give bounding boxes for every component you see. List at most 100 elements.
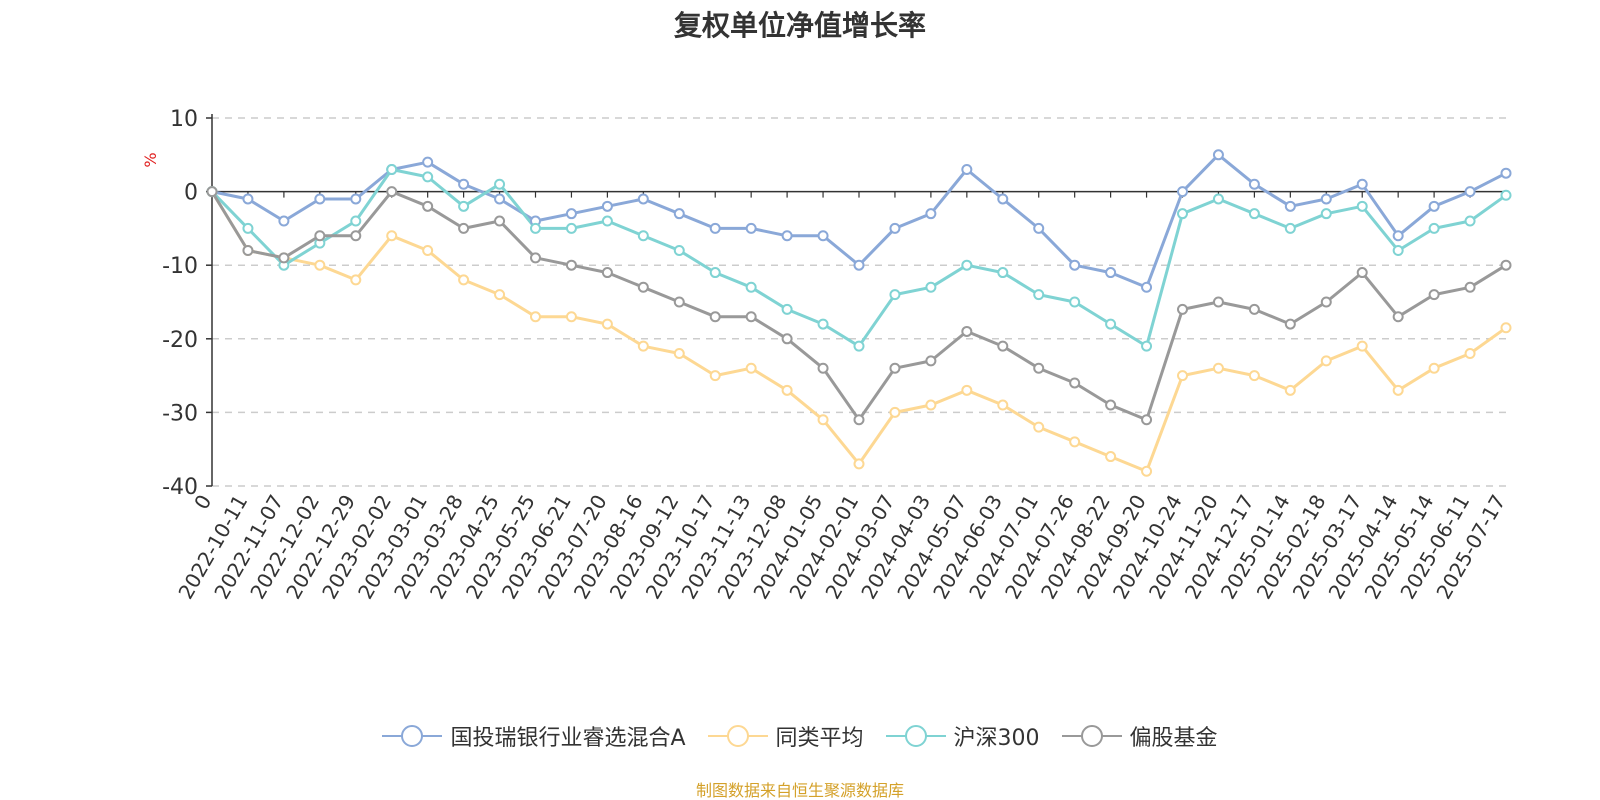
- data-point: [1464, 281, 1476, 293]
- data-point: [781, 230, 793, 242]
- data-point: [278, 215, 290, 227]
- data-point: [1069, 259, 1081, 271]
- legend-marker-icon: [707, 724, 768, 748]
- legend-item-2[interactable]: 同类平均: [707, 720, 864, 752]
- data-point: [1212, 149, 1224, 161]
- legend-marker-icon: [885, 724, 946, 748]
- data-point: [350, 215, 362, 227]
- legend: 国投瑞银行业睿选混合A 同类平均 沪深300 偏股基金: [0, 720, 1600, 752]
- data-point: [781, 333, 793, 345]
- data-point: [565, 208, 577, 220]
- data-point: [637, 340, 649, 352]
- data-point: [925, 399, 937, 411]
- data-point: [1320, 208, 1332, 220]
- data-point: [1069, 296, 1081, 308]
- data-point: [350, 274, 362, 286]
- data-point: [494, 289, 506, 301]
- y-tick-label: -40: [162, 475, 198, 500]
- data-point: [1033, 362, 1045, 374]
- data-point: [817, 414, 829, 426]
- data-point: [889, 289, 901, 301]
- data-point: [422, 156, 434, 168]
- data-point: [565, 222, 577, 234]
- data-point: [745, 311, 757, 323]
- data-point: [458, 200, 470, 212]
- legend-label: 国投瑞银行业睿选混合A: [450, 726, 686, 751]
- data-point: [1500, 322, 1512, 334]
- data-point: [1105, 451, 1117, 463]
- data-point: [1248, 208, 1260, 220]
- data-point: [1428, 222, 1440, 234]
- data-point: [961, 384, 973, 396]
- data-point: [242, 244, 254, 256]
- data-point: [997, 267, 1009, 279]
- legend-label: 偏股基金: [1129, 726, 1218, 751]
- data-point: [206, 186, 218, 198]
- data-point: [1105, 267, 1117, 279]
- axes: [206, 114, 1507, 487]
- chart-title: 复权单位净值增长率: [673, 9, 926, 42]
- data-point: [1141, 414, 1153, 426]
- data-point: [817, 318, 829, 330]
- data-point: [925, 281, 937, 293]
- data-point: [1392, 230, 1404, 242]
- data-point: [530, 252, 541, 264]
- data-point: [997, 399, 1009, 411]
- data-point: [817, 230, 829, 242]
- data-point: [961, 164, 973, 176]
- data-point: [1284, 384, 1296, 396]
- data-point: [961, 259, 973, 271]
- data-point: [1212, 193, 1224, 205]
- data-point: [350, 230, 362, 242]
- data-point: [458, 222, 470, 234]
- y-tick-label: -10: [162, 254, 198, 279]
- data-point: [1320, 193, 1332, 205]
- data-point: [1464, 215, 1476, 227]
- y-tick-label: 10: [170, 107, 198, 132]
- data-point: [1033, 421, 1045, 433]
- data-point: [530, 222, 541, 234]
- data-point: [781, 384, 793, 396]
- data-point: [745, 362, 757, 374]
- data-point: [422, 171, 434, 183]
- legend-label: 沪深300: [953, 726, 1040, 751]
- data-point: [1141, 340, 1153, 352]
- data-point: [853, 414, 865, 426]
- data-point: [709, 311, 721, 323]
- data-point: [1428, 200, 1440, 212]
- data-point: [350, 193, 362, 205]
- data-point: [530, 311, 541, 323]
- data-point: [709, 370, 721, 382]
- series-line-2: [210, 190, 1507, 473]
- data-point: [1500, 167, 1512, 179]
- legend-item-4[interactable]: 偏股基金: [1061, 720, 1218, 752]
- legend-marker-icon: [1061, 724, 1122, 748]
- data-point: [242, 193, 254, 205]
- data-point: [889, 406, 901, 418]
- data-point: [1141, 281, 1153, 293]
- data-point: [1428, 289, 1440, 301]
- data-point: [314, 230, 326, 242]
- legend-marker-icon: [382, 724, 443, 748]
- source-note: 制图数据来自恒生聚源数据库: [695, 781, 904, 800]
- data-point: [1428, 362, 1440, 374]
- data-point: [1356, 178, 1368, 190]
- data-point: [1356, 267, 1368, 279]
- legend-item-3[interactable]: 沪深300: [885, 720, 1040, 752]
- legend-label: 同类平均: [775, 726, 864, 751]
- data-point: [853, 259, 865, 271]
- data-point: [1320, 296, 1332, 308]
- data-point: [314, 193, 326, 205]
- data-point: [1069, 377, 1081, 389]
- data-point: [1177, 303, 1188, 315]
- data-point: [1141, 465, 1153, 477]
- y-tick-label: 0: [184, 181, 198, 206]
- data-point: [1248, 303, 1260, 315]
- data-point: [386, 230, 398, 242]
- data-point: [1177, 186, 1188, 198]
- data-point: [1464, 348, 1476, 360]
- data-point: [1177, 370, 1188, 382]
- legend-item-1[interactable]: 国投瑞银行业睿选混合A: [382, 720, 686, 752]
- data-point: [1392, 244, 1404, 256]
